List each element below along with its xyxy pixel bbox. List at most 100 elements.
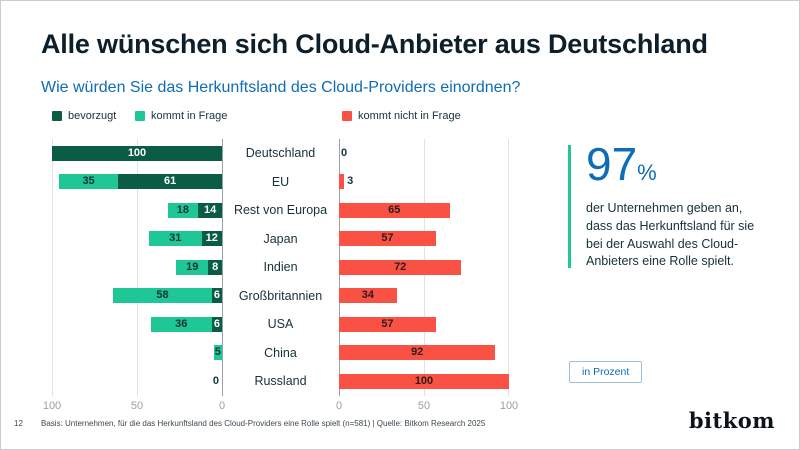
bar-value-label: 0	[341, 146, 348, 159]
legend-swatch-bevorzugt	[52, 111, 62, 121]
gridline-right-100	[508, 139, 509, 396]
axis-tick: 50	[417, 400, 431, 412]
bar-kommt-in-frage: 58	[113, 288, 212, 303]
bar-kommt-nicht-in-frage: 92	[339, 345, 496, 360]
bar-value-label: 100	[127, 146, 147, 159]
chart-row: 61 35 EU 3	[52, 168, 509, 197]
bar-value-label: 31	[169, 232, 182, 244]
axis-tick: 100	[42, 400, 62, 412]
bar-value-label: 61	[164, 175, 177, 187]
chart-row: 5 China 92	[52, 339, 509, 368]
bar-value-label: 57	[381, 317, 394, 330]
page-title: Alle wünschen sich Cloud-Anbieter aus De…	[41, 29, 708, 59]
bar-bevorzugt: 100	[52, 145, 222, 161]
bar-kommt-nicht-in-frage: 57	[339, 231, 436, 246]
bar-kommt-nicht-in-frage: 34	[339, 288, 397, 303]
callout-number: 97	[586, 138, 638, 190]
category-label: Großbritannien	[238, 288, 323, 303]
bar-kommt-nicht-in-frage: 100	[339, 373, 509, 389]
right-bar-zone: 34	[339, 288, 509, 303]
right-bar-zone: 72	[339, 259, 509, 275]
right-bar-zone: 65	[339, 202, 509, 218]
legend-swatch-kommt-in-frage	[135, 111, 145, 121]
chart-row: 12 31 Japan 57	[52, 225, 509, 254]
bar-kommt-in-frage: 35	[58, 174, 119, 189]
category-label: Russland	[254, 374, 307, 388]
axis-left-zero	[222, 139, 223, 396]
left-bar-zone: 6 58	[52, 288, 222, 303]
callout-accent-line	[568, 145, 571, 268]
axis-tick: 0	[335, 400, 343, 412]
bar-value-label: 18	[176, 203, 190, 216]
bar-bevorzugt: 14	[198, 202, 222, 218]
left-bar-zone: 12 31	[52, 231, 222, 246]
bar-kommt-nicht-in-frage	[339, 174, 345, 189]
category-label: Rest von Europa	[233, 203, 328, 217]
category-label: Deutschland	[245, 146, 316, 160]
bar-value-label: 65	[388, 203, 401, 216]
category-label: China	[264, 345, 297, 360]
bar-value-label: 3	[347, 175, 354, 187]
category-label: Japan	[263, 231, 298, 246]
bar-bevorzugt: 6	[211, 316, 222, 332]
bar-value-label: 6	[213, 289, 220, 301]
bar-kommt-in-frage: 31	[148, 231, 202, 246]
bar-kommt-in-frage: 18	[167, 202, 199, 218]
legend-label: kommt in Frage	[151, 110, 228, 122]
legend-item-kommt-in-frage: kommt in Frage	[135, 110, 227, 122]
gridline-left-50	[137, 139, 138, 396]
unit-badge: in Prozent	[569, 361, 643, 383]
bar-value-label: 0	[212, 374, 219, 387]
legend-item-bevorzugt: bevorzugt	[52, 110, 116, 122]
right-bar-zone: 0	[339, 146, 509, 161]
axis-tick: 0	[218, 400, 226, 412]
bar-value-label: 100	[414, 374, 434, 387]
bar-value-label: 6	[213, 317, 220, 330]
left-bar-zone: 100	[52, 145, 222, 161]
right-bar-zone: 3	[339, 174, 509, 189]
legend-label: kommt nicht in Frage	[358, 110, 461, 122]
bar-value-label: 57	[381, 232, 394, 244]
left-bar-zone: 14 18	[52, 202, 222, 218]
left-bar-zone: 61 35	[52, 174, 222, 189]
chart-row: 6 58 Großbritannien 34	[52, 282, 509, 311]
bar-value-label: 12	[205, 232, 218, 244]
left-bar-zone: 0	[52, 374, 222, 389]
bar-value-label: 14	[203, 203, 217, 216]
survey-question-subtitle: Wie würden Sie das Herkunftsland des Clo…	[41, 79, 521, 96]
gridline-left-100	[52, 139, 53, 396]
bar-value-label: 19	[186, 260, 199, 273]
bar-value-label: 8	[212, 260, 219, 273]
bar-kommt-in-frage: 5	[213, 345, 222, 360]
axis-tick: 100	[499, 400, 519, 412]
left-bar-zone: 5	[52, 345, 222, 360]
bar-kommt-nicht-in-frage: 65	[339, 202, 450, 218]
left-bar-zone: 6 36	[52, 316, 222, 332]
bitkom-logo: bitkom	[688, 408, 775, 433]
legend: bevorzugt kommt in Frage kommt nicht in …	[1, 110, 799, 126]
callout-description: der Unternehmen geben an, dass das Herku…	[586, 201, 755, 269]
bar-bevorzugt: 12	[201, 231, 222, 246]
legend-swatch-kommt-nicht-in-frage	[342, 111, 352, 121]
category-label: Indien	[263, 260, 298, 274]
legend-label: bevorzugt	[68, 110, 117, 122]
bar-value-label: 35	[82, 175, 95, 187]
chart-row: 14 18 Rest von Europa 65	[52, 196, 509, 225]
bar-kommt-in-frage: 36	[150, 316, 212, 332]
diverging-bar-chart: 100 Deutschland 0 61 35 EU 3 14 18 Rest von Europ…	[43, 139, 518, 417]
legend-item-kommt-nicht-in-frage: kommt nicht in Frage	[342, 110, 461, 122]
source-note: Basis: Unternehmen, für die das Herkunft…	[41, 419, 486, 428]
bar-value-label: 36	[175, 317, 188, 330]
right-bar-zone: 100	[339, 373, 509, 389]
chart-row: 0 Russland 100	[52, 367, 509, 396]
right-bar-zone: 57	[339, 316, 509, 332]
page-number: 12	[14, 419, 23, 428]
bar-bevorzugt: 8	[208, 259, 222, 275]
right-bar-zone: 92	[339, 345, 509, 360]
right-bar-zone: 57	[339, 231, 509, 246]
chart-row: 8 19 Indien 72	[52, 253, 509, 282]
percent-sign: %	[637, 160, 657, 185]
bar-bevorzugt: 61	[118, 174, 222, 189]
chart-row: 100 Deutschland 0	[52, 139, 509, 168]
